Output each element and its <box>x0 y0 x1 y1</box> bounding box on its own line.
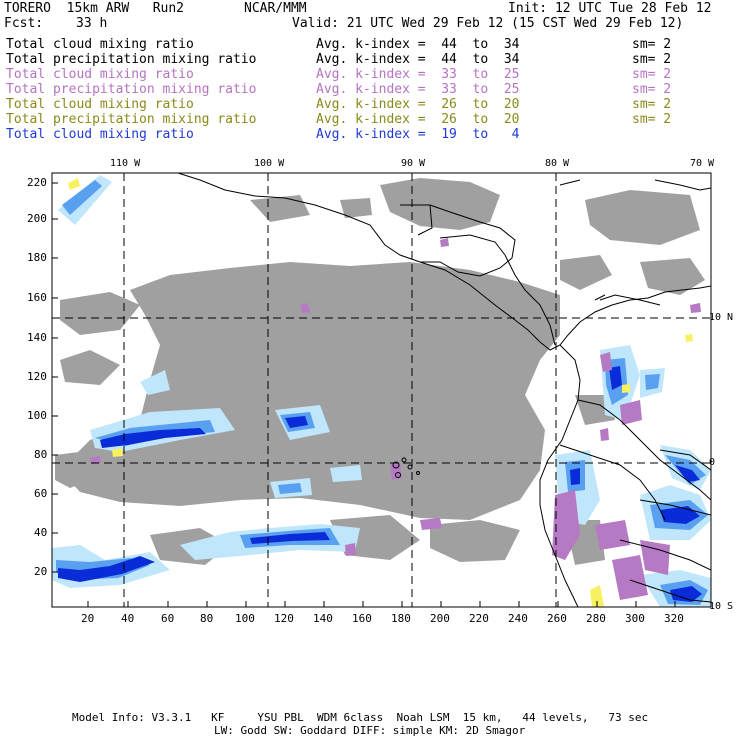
field-kindex: Avg. k-index = 33 to 25 <box>316 82 520 97</box>
map-frame <box>51 172 712 608</box>
physics-info: LW: Godd SW: Goddard DIFF: simple KM: 2D… <box>214 724 526 737</box>
x-tick-label: 60 <box>161 612 175 625</box>
y-tick-label: 40 <box>34 526 48 539</box>
x-tick-label: 320 <box>664 612 684 625</box>
x-tick-label: 220 <box>469 612 489 625</box>
y-tick-label: 80 <box>34 448 48 461</box>
field-kindex: Avg. k-index = 26 to 20 <box>316 112 520 127</box>
field-sm: sm= 2 <box>632 67 672 82</box>
y-tick-label: 100 <box>27 409 47 422</box>
y-tick-label: 20 <box>34 565 48 578</box>
coastlines <box>177 173 711 607</box>
lat-label: 10 N <box>709 312 734 323</box>
field-name: Total cloud mixing ratio <box>6 97 194 112</box>
x-tick-label: 300 <box>625 612 645 625</box>
field-name: Total cloud mixing ratio <box>6 127 194 142</box>
field-name: Total cloud mixing ratio <box>6 37 194 52</box>
field-sm: sm= 2 <box>632 82 672 97</box>
lon-label: 80 W <box>545 158 570 169</box>
valid-time: Valid: 21 UTC Wed 29 Feb 12 (15 CST Wed … <box>292 16 684 31</box>
y-tick-label: 220 <box>27 176 47 189</box>
fcst-value: 33 h <box>76 16 108 31</box>
field-kindex: Avg. k-index = 44 to 34 <box>316 37 520 52</box>
purple-field <box>90 238 701 600</box>
y-tick-label: 60 <box>34 487 48 500</box>
x-tick-label: 80 <box>200 612 214 625</box>
model-info: Model Info: V3.3.1 KF YSU PBL WDM 6class… <box>72 711 649 724</box>
center-name: NCAR/MMM <box>244 1 307 16</box>
init-time: Init: 12 UTC Tue 28 Feb 12 <box>508 1 712 16</box>
x-tick-label: 20 <box>81 612 95 625</box>
fcst-label: Fcst: <box>4 16 44 31</box>
field-sm: sm= 2 <box>632 112 672 127</box>
lon-label: 100 W <box>254 158 285 169</box>
lat-lon-grid <box>52 173 711 607</box>
field-name: Total precipitation mixing ratio <box>6 112 257 127</box>
x-tick-label: 40 <box>121 612 135 625</box>
lat-label: 0 <box>709 457 716 468</box>
y-tick-label: 120 <box>27 370 47 383</box>
y-tick-label: 180 <box>27 251 47 264</box>
dark-blue-field <box>58 366 702 602</box>
yellow-field <box>68 178 693 607</box>
field-kindex: Avg. k-index = 44 to 34 <box>316 52 520 67</box>
x-tick-label: 200 <box>430 612 450 625</box>
x-tick-label: 100 <box>235 612 255 625</box>
x-tick-label: 140 <box>313 612 333 625</box>
field-name: Total precipitation mixing ratio <box>6 82 257 97</box>
field-sm: sm= 2 <box>632 97 672 112</box>
lon-label: 90 W <box>401 158 426 169</box>
lat-label: 10 S <box>709 601 734 612</box>
x-tick-label: 120 <box>274 612 294 625</box>
y-tick-label: 140 <box>27 331 47 344</box>
x-tick-label: 180 <box>391 612 411 625</box>
field-kindex: Avg. k-index = 19 to 4 <box>316 127 520 142</box>
x-tick-label: 260 <box>547 612 567 625</box>
x-tick-label: 240 <box>508 612 528 625</box>
field-sm: sm= 2 <box>632 52 672 67</box>
field-kindex: Avg. k-index = 33 to 25 <box>316 67 520 82</box>
field-name: Total cloud mixing ratio <box>6 67 194 82</box>
x-tick-label: 280 <box>586 612 606 625</box>
lon-label: 70 W <box>690 158 715 169</box>
field-name: Total precipitation mixing ratio <box>6 52 257 67</box>
y-tick-label: 200 <box>27 212 47 225</box>
x-tick-label: 160 <box>352 612 372 625</box>
y-tick-label: 160 <box>27 291 47 304</box>
field-sm: sm= 2 <box>632 37 672 52</box>
model-title: TORERO 15km ARW Run2 <box>4 1 185 16</box>
field-kindex: Avg. k-index = 26 to 20 <box>316 97 520 112</box>
lon-label: 110 W <box>110 158 141 169</box>
axis-ticks <box>52 182 676 607</box>
